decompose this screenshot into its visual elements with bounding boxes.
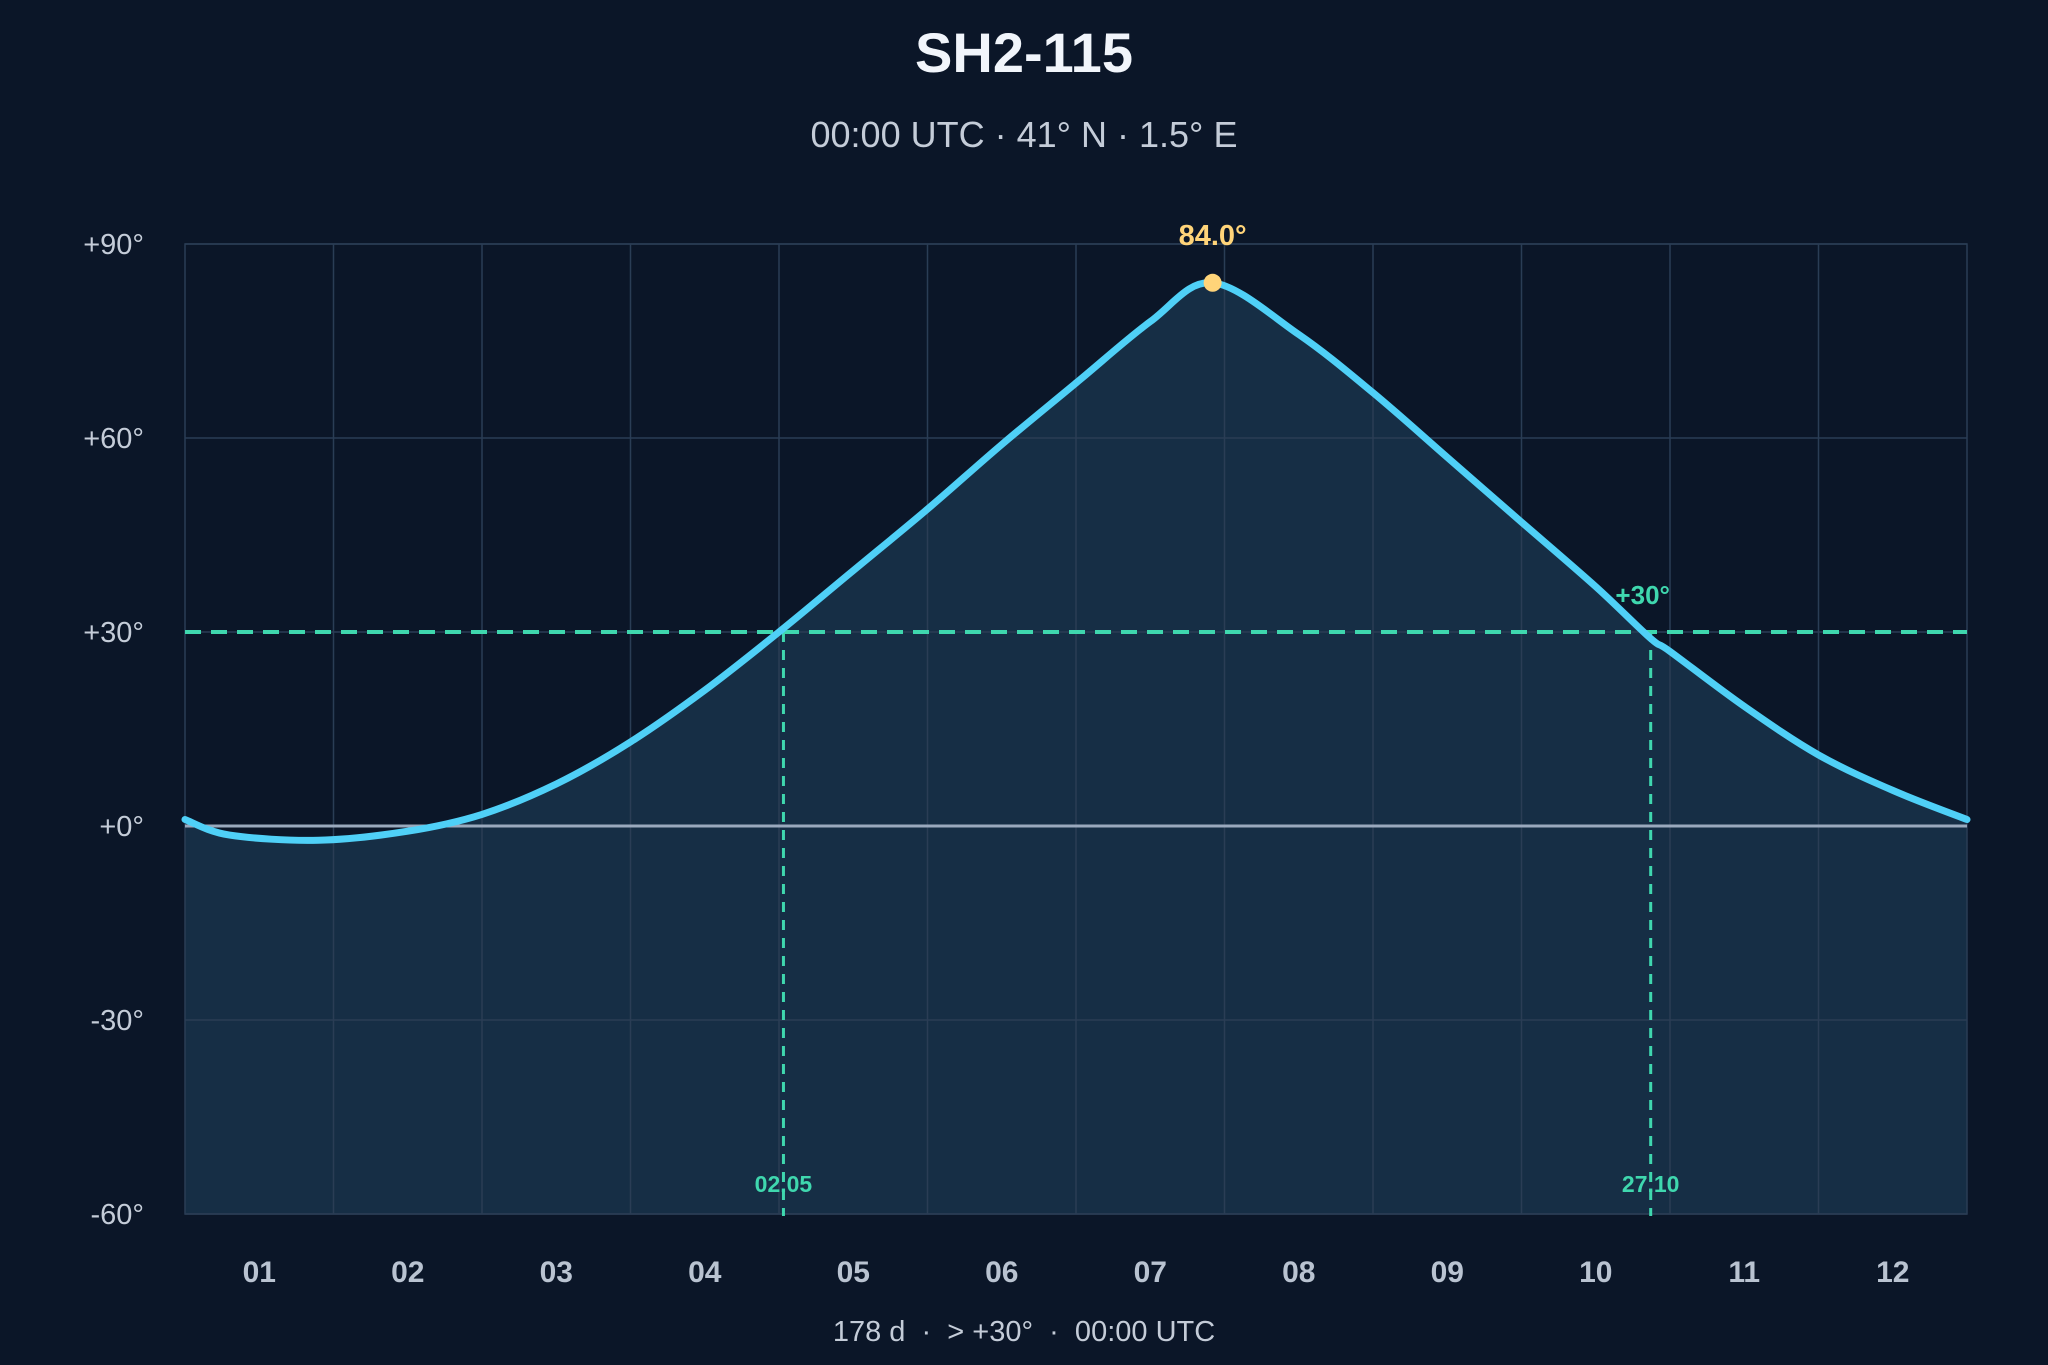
chart-subtitle: 00:00 UTC · 41° N · 1.5° E [811,114,1238,155]
x-tick-label: 04 [688,1256,722,1289]
x-tick-label: 09 [1431,1256,1464,1289]
peak-label: 84.0° [1179,220,1247,252]
crossing-label: 02.05 [755,1171,813,1197]
x-tick-label: 12 [1876,1256,1909,1289]
x-tick-label: 06 [985,1256,1018,1289]
peak-marker [1203,273,1222,292]
chart-footer: 178 d · > +30° · 00:00 UTC [833,1316,1215,1348]
y-tick-label: +0° [99,811,144,843]
chart-title: SH2-115 [915,21,1133,84]
plot-border [184,243,1968,1215]
crossing-label: 27.10 [1622,1171,1680,1197]
x-tick-label: 11 [1728,1256,1760,1289]
y-tick-label: +30° [83,617,144,649]
y-tick-label: +90° [83,229,144,261]
x-tick-label: 01 [243,1256,276,1289]
x-tick-label: 08 [1282,1256,1315,1289]
altitude-curve [181,279,1971,844]
x-tick-label: 02 [391,1256,424,1289]
y-tick-label: -60° [90,1199,144,1231]
x-tick-label: 03 [540,1256,573,1289]
x-tick-label: 07 [1134,1256,1167,1289]
y-tick-label: -30° [90,1005,144,1037]
threshold-label: +30° [1615,580,1670,610]
x-tick-label: 05 [837,1256,870,1289]
y-tick-label: +60° [83,423,144,455]
x-tick-label: 10 [1579,1256,1612,1289]
